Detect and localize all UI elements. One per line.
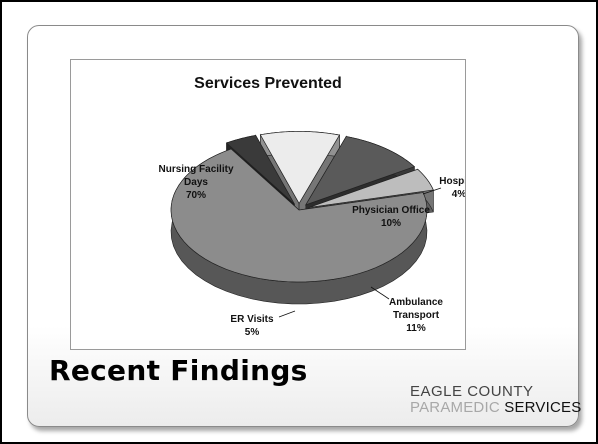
pie-labels: Nursing Facility Days 70% Hospital 4% Physici… — [158, 164, 465, 338]
logo-paramedic-text: PARAMEDIC — [410, 399, 500, 416]
pie-slice-percent-label: 4% — [452, 189, 465, 200]
pie-slice-percent-label: 5% — [245, 327, 260, 338]
logo-services-text: SERVICES — [499, 399, 582, 416]
pie-chart-svg: Services Prevented Nursing Facility Days 7… — [158, 75, 465, 338]
pie-slice-label: Ambulance — [389, 297, 443, 308]
pie-label-leader-line — [370, 286, 390, 300]
pie-slice-label: ER Visits — [230, 314, 274, 325]
pie-slice — [225, 134, 295, 205]
pie-slice-label: Days — [184, 177, 208, 188]
page-title: Recent Findings — [49, 354, 308, 387]
pie-slice-label: Transport — [393, 310, 440, 321]
pie-slice-percent-label: 11% — [406, 323, 426, 334]
pie-slice-label: Hospital — [439, 176, 465, 187]
pie-slice — [170, 148, 428, 283]
pie-slice-label: Physician Office — [352, 205, 430, 216]
pie-label-leader-line — [278, 310, 296, 318]
pie-slice — [309, 168, 434, 208]
pie-slice-percent-label: 10% — [381, 218, 401, 229]
logo-line-1: EAGLE COUNTY — [410, 383, 534, 400]
company-logo: EAGLE COUNTY PARAMEDIC SERVICES — [410, 384, 581, 416]
pie-label-leader-line — [422, 187, 442, 195]
pie-slices — [170, 131, 434, 305]
pie-slice — [259, 131, 341, 205]
pie-slice-percent-label: 70% — [186, 190, 206, 201]
chart-title: Services Prevented — [194, 75, 342, 92]
pie-chart: Services Prevented Nursing Facility Days 7… — [70, 59, 466, 350]
logo-line-2: PARAMEDIC SERVICES — [410, 400, 581, 416]
pie-slice-label: Nursing Facility — [158, 164, 233, 175]
pie-slice — [305, 136, 416, 206]
